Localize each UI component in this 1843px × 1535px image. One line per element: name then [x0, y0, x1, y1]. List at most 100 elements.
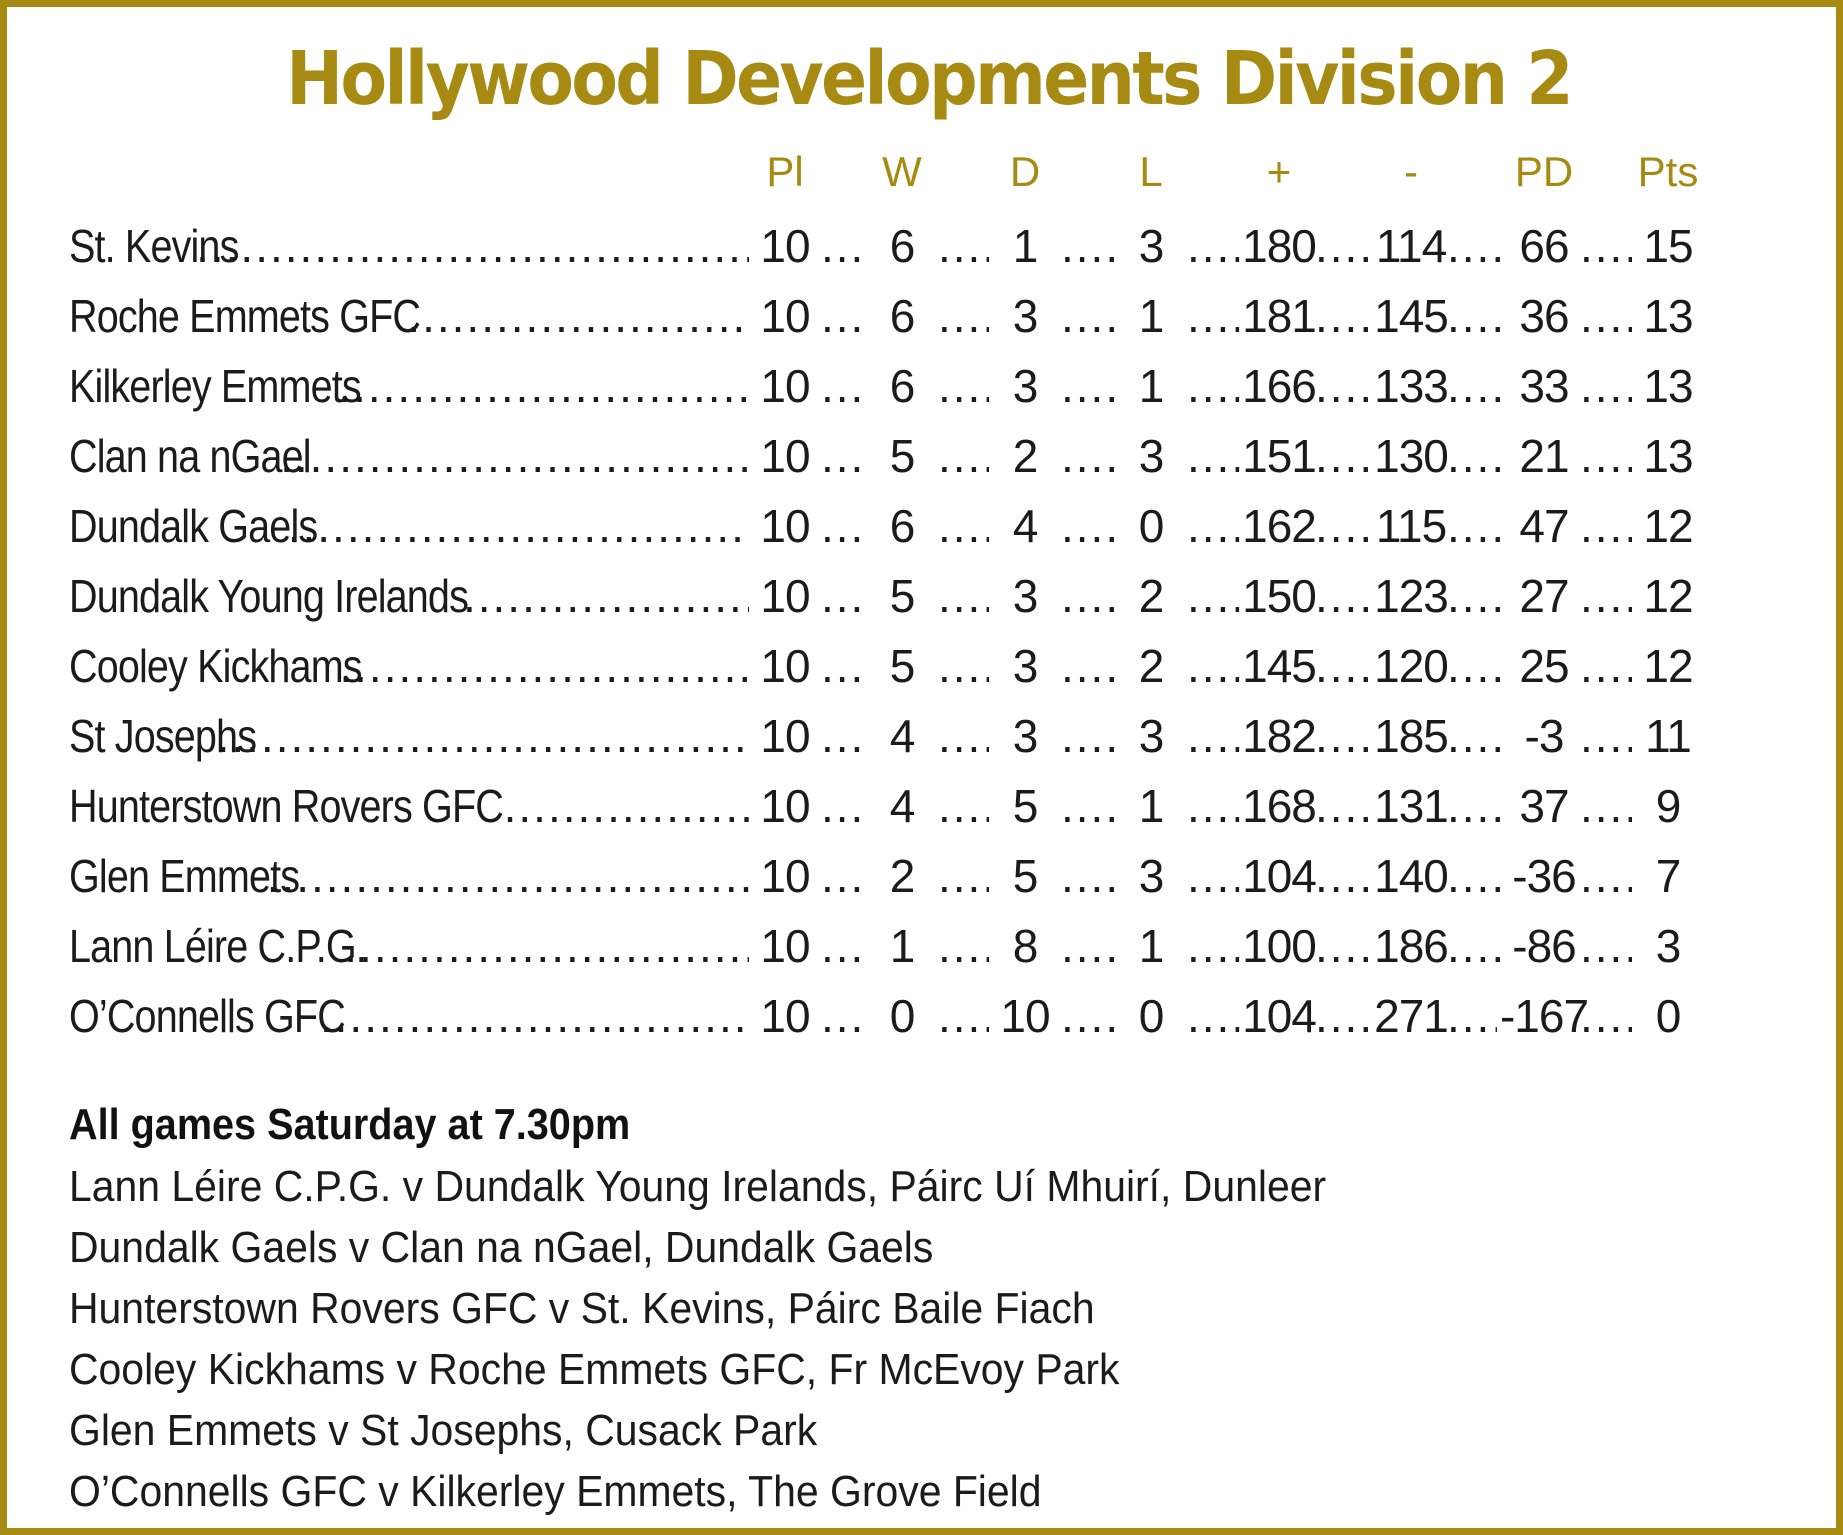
cell-drawn: 3: [1009, 281, 1041, 351]
dot-leader: ............: [821, 990, 866, 1042]
dot-leader: ........................................…: [319, 990, 749, 1042]
dot-leader: ........................................…: [216, 710, 749, 762]
dot-leader: ............: [1187, 290, 1243, 342]
team-name: Hunterstown Rovers GFC: [69, 780, 504, 832]
dot-leader: ............: [1061, 570, 1115, 622]
dot-leader: ............: [821, 640, 866, 692]
dot-leader: ............: [1580, 850, 1632, 902]
cell-won: 5: [886, 561, 918, 631]
cell-points: 12: [1640, 631, 1696, 701]
dot-leader: ............: [1315, 290, 1375, 342]
cell-lost: 0: [1135, 981, 1167, 1051]
team-name: Kilkerley Emmets: [69, 360, 362, 412]
cell-points: 12: [1640, 561, 1696, 631]
dot-leader: ............: [1580, 570, 1632, 622]
dot-leader: ............: [1061, 500, 1115, 552]
dot-leader: ............: [938, 570, 989, 622]
column-header-scored-for: +: [1266, 148, 1292, 195]
cell-scored-against: 130: [1371, 421, 1451, 491]
cell-won: 2: [886, 841, 918, 911]
dot-leader: ............: [1580, 360, 1632, 412]
dot-leader: ............: [1580, 640, 1632, 692]
dot-leader: ............: [1447, 920, 1508, 972]
dot-leader: ............: [1447, 430, 1508, 482]
cell-played: 10: [757, 211, 813, 281]
dot-leader: ............: [1447, 850, 1508, 902]
dot-leader: ............: [1187, 360, 1243, 412]
cell-scored-for: 162: [1239, 491, 1319, 561]
dot-leader: ............: [1187, 430, 1243, 482]
team-cell: Roche Emmets GFC........................…: [69, 281, 749, 351]
column-header-drawn: D: [1009, 148, 1041, 195]
cell-points-difference: 27: [1516, 561, 1572, 631]
dot-leader: ............: [1580, 290, 1632, 342]
dot-leader: ............: [938, 500, 989, 552]
dot-leader: ............: [1315, 360, 1375, 412]
team-cell: St Josephs..............................…: [69, 701, 749, 771]
dot-leader: ............: [821, 920, 866, 972]
dot-leader: ............: [1315, 710, 1375, 762]
team-name: St. Kevins: [69, 220, 239, 272]
cell-lost: 1: [1135, 771, 1167, 841]
cell-scored-for: 104: [1239, 981, 1319, 1051]
dot-leader: ............: [821, 780, 866, 832]
dot-leader: ............: [1447, 220, 1508, 272]
cell-played: 10: [757, 841, 813, 911]
team-name: Cooley Kickhams: [69, 640, 363, 692]
dot-leader: ............: [821, 500, 866, 552]
dot-leader: ........................................…: [266, 850, 749, 902]
cell-won: 1: [886, 911, 918, 981]
team-cell: St. Kevins..............................…: [69, 211, 749, 281]
cell-scored-for: 100: [1239, 911, 1319, 981]
cell-points-difference: -86: [1509, 911, 1579, 981]
cell-played: 10: [757, 561, 813, 631]
cell-played: 10: [757, 281, 813, 351]
cell-scored-against: 185: [1371, 701, 1451, 771]
dot-leader: ............: [1315, 850, 1375, 902]
dot-leader: ............: [1061, 850, 1115, 902]
fixture-item: Hunterstown Rovers GFC v St. Kevins, Pái…: [69, 1284, 1095, 1333]
team-name: Dundalk Gaels: [69, 500, 318, 552]
cell-lost: 2: [1135, 631, 1167, 701]
column-header-scored-against: -: [1404, 148, 1418, 195]
column-header-points-difference: PD: [1514, 148, 1574, 195]
cell-lost: 1: [1135, 911, 1167, 981]
column-header-won: W: [882, 148, 922, 195]
cell-scored-for: 168: [1239, 771, 1319, 841]
dot-leader: ............: [1447, 780, 1508, 832]
cell-scored-against: 133: [1371, 351, 1451, 421]
cell-scored-against: 115: [1372, 491, 1450, 561]
dot-leader: ............: [1447, 360, 1508, 412]
cell-scored-for: 145: [1239, 631, 1319, 701]
cell-points: 13: [1640, 281, 1696, 351]
team-cell: Dundalk Gaels...........................…: [69, 491, 749, 561]
cell-won: 5: [886, 631, 918, 701]
dot-leader: ............: [1187, 850, 1243, 902]
team-name: St Josephs: [69, 710, 257, 762]
dot-leader: ............: [1580, 430, 1632, 482]
cell-played: 10: [757, 351, 813, 421]
dot-leader: ............: [1061, 430, 1115, 482]
cell-scored-for: 151: [1239, 421, 1319, 491]
cell-lost: 1: [1135, 351, 1167, 421]
cell-points-difference: -36: [1509, 841, 1579, 911]
cell-lost: 3: [1135, 421, 1167, 491]
dot-leader: ............: [938, 290, 989, 342]
dot-leader: ............: [938, 990, 989, 1042]
cell-drawn: 4: [1009, 491, 1041, 561]
cell-drawn: 3: [1009, 701, 1041, 771]
fixture-item: Cooley Kickhams v Roche Emmets GFC, Fr M…: [69, 1345, 1120, 1394]
cell-won: 4: [886, 701, 918, 771]
cell-played: 10: [757, 911, 813, 981]
dot-leader: ............: [1315, 780, 1375, 832]
dot-leader: ........................................…: [280, 430, 749, 482]
dot-leader: ........................................…: [338, 360, 749, 412]
team-cell: Lann Léire C.P.G........................…: [69, 911, 749, 981]
cell-scored-against: 120: [1371, 631, 1451, 701]
cell-points-difference: -3: [1521, 701, 1567, 771]
dot-leader: ............: [1061, 990, 1115, 1042]
dot-leader: ............: [1187, 570, 1243, 622]
dot-leader: ............: [821, 570, 866, 622]
team-name: Lann Léire C.P.G.: [69, 920, 367, 972]
team-cell: Clan na nGael...........................…: [69, 421, 749, 491]
